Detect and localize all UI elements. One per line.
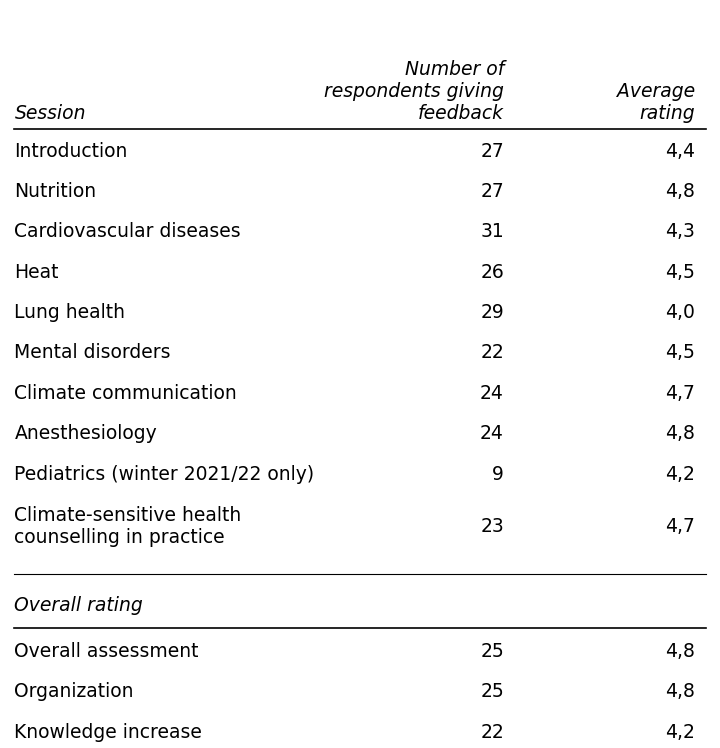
Text: 4,5: 4,5 xyxy=(665,263,695,282)
Text: Climate communication: Climate communication xyxy=(14,384,237,403)
Text: 22: 22 xyxy=(480,723,504,742)
Text: 22: 22 xyxy=(480,343,504,363)
Text: 4,8: 4,8 xyxy=(665,182,695,201)
Text: Introduction: Introduction xyxy=(14,141,127,161)
Text: 31: 31 xyxy=(480,222,504,242)
Text: 25: 25 xyxy=(480,682,504,702)
Text: 27: 27 xyxy=(480,182,504,201)
Text: 4,2: 4,2 xyxy=(665,465,695,484)
Text: Nutrition: Nutrition xyxy=(14,182,96,201)
Text: Average
rating: Average rating xyxy=(616,82,695,123)
Text: 27: 27 xyxy=(480,141,504,161)
Text: 26: 26 xyxy=(480,263,504,282)
Text: Climate-sensitive health
counselling in practice: Climate-sensitive health counselling in … xyxy=(14,506,242,548)
Text: Knowledge increase: Knowledge increase xyxy=(14,723,202,742)
Text: 4,2: 4,2 xyxy=(665,723,695,742)
Text: 4,8: 4,8 xyxy=(665,424,695,444)
Text: Heat: Heat xyxy=(14,263,59,282)
Text: 4,5: 4,5 xyxy=(665,343,695,363)
Text: 4,7: 4,7 xyxy=(665,384,695,403)
Text: 29: 29 xyxy=(480,303,504,322)
Text: 4,3: 4,3 xyxy=(665,222,695,242)
Text: Overall rating: Overall rating xyxy=(14,596,143,616)
Text: Organization: Organization xyxy=(14,682,134,702)
Text: 4,8: 4,8 xyxy=(665,642,695,661)
Text: Anesthesiology: Anesthesiology xyxy=(14,424,157,444)
Text: Lung health: Lung health xyxy=(14,303,125,322)
Text: Cardiovascular diseases: Cardiovascular diseases xyxy=(14,222,241,242)
Text: Overall assessment: Overall assessment xyxy=(14,642,199,661)
Text: Mental disorders: Mental disorders xyxy=(14,343,171,363)
Text: Pediatrics (winter 2021/22 only): Pediatrics (winter 2021/22 only) xyxy=(14,465,315,484)
Text: 4,0: 4,0 xyxy=(665,303,695,322)
Text: 4,7: 4,7 xyxy=(665,518,695,536)
Text: 24: 24 xyxy=(480,424,504,444)
Text: 4,8: 4,8 xyxy=(665,682,695,702)
Text: 9: 9 xyxy=(492,465,504,484)
Text: 4,4: 4,4 xyxy=(665,141,695,161)
Text: 24: 24 xyxy=(480,384,504,403)
Text: 25: 25 xyxy=(480,642,504,661)
Text: 23: 23 xyxy=(480,518,504,536)
Text: Number of
respondents giving
feedback: Number of respondents giving feedback xyxy=(324,61,504,123)
Text: Session: Session xyxy=(14,105,86,123)
